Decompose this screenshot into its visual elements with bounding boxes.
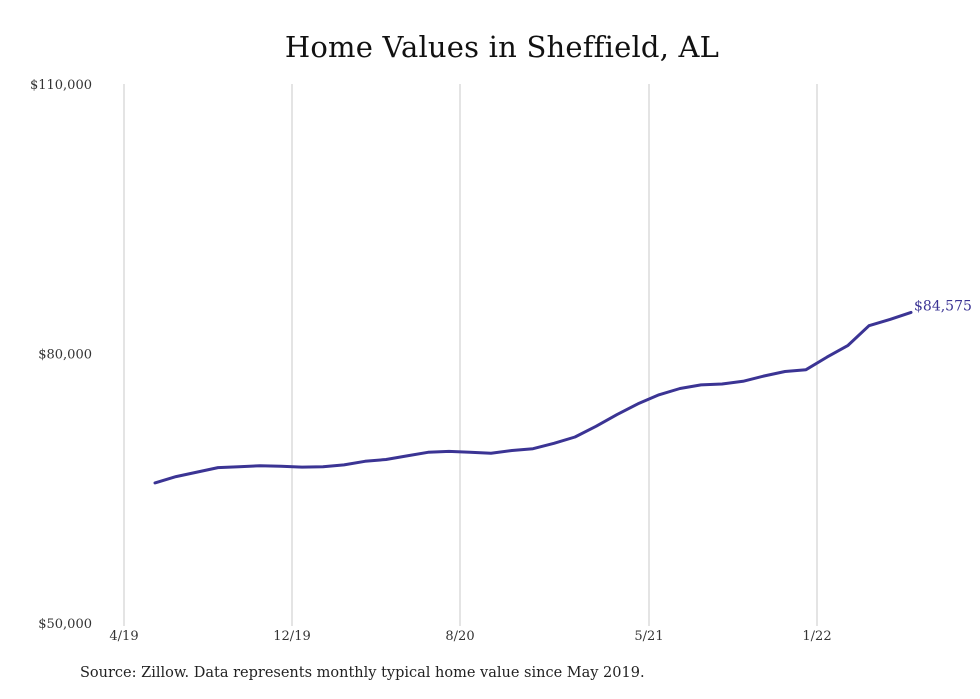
y-tick-label: $110,000 bbox=[30, 78, 92, 93]
series-line-0 bbox=[153, 310, 913, 485]
chart-title: Home Values in Sheffield, AL bbox=[284, 30, 720, 64]
x-tick-label: 12/19 bbox=[273, 629, 310, 644]
x-axis-ticks: 4/19 12/19 8/20 5/21 1/22 bbox=[109, 629, 831, 644]
source-note: Source: Zillow. Data represents monthly … bbox=[80, 665, 645, 681]
x-tick-label: 4/19 bbox=[109, 629, 138, 644]
x-tick-label: 5/21 bbox=[634, 629, 663, 644]
y-tick-label: $50,000 bbox=[38, 617, 92, 632]
x-tick-label: 1/22 bbox=[802, 629, 831, 644]
end-value-label: $84,575 bbox=[914, 298, 972, 314]
grid-lines bbox=[123, 84, 818, 626]
series-layer bbox=[153, 310, 913, 485]
x-tick-label: 8/20 bbox=[445, 629, 474, 644]
y-axis-ticks: $110,000 $80,000 $50,000 bbox=[30, 78, 92, 632]
y-tick-label: $80,000 bbox=[38, 348, 92, 363]
data-labels: $84,575 bbox=[914, 298, 972, 314]
